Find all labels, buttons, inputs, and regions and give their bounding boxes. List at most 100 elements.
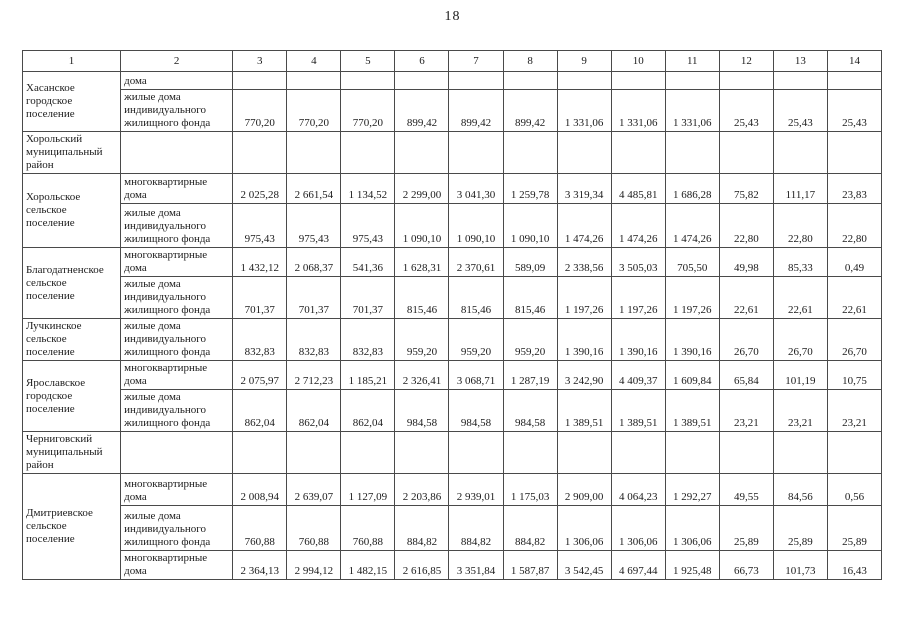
- value-cell: 101,19: [772, 360, 828, 390]
- column-number-cell: 2: [120, 50, 234, 72]
- value-cell: 815,46: [448, 276, 504, 319]
- value-cell: 899,42: [394, 89, 450, 132]
- value-cell: 2 025,28: [232, 173, 288, 204]
- value-cell: 1 628,31: [394, 247, 450, 277]
- value-cell: [340, 431, 396, 474]
- value-cell: 815,46: [394, 276, 450, 319]
- value-cell: [448, 71, 504, 90]
- table-row: Ярославское городское поселение многоквар…: [21, 360, 883, 432]
- table-row: жилые дома индивидуального жилищного фон…: [23, 505, 883, 551]
- value-cell: [448, 131, 504, 174]
- value-cell: [772, 131, 828, 174]
- value-cell: 2 939,01: [448, 473, 504, 506]
- value-cell: [556, 71, 612, 90]
- column-number-cell: 7: [448, 50, 504, 72]
- value-cell: 984,58: [502, 389, 558, 432]
- value-cell: 2 994,12: [286, 550, 342, 580]
- value-cell: 832,83: [232, 318, 288, 361]
- value-cell: 2 008,94: [232, 473, 288, 506]
- value-cell: 1 287,19: [502, 360, 558, 390]
- territory-cell: Благодатненское сельское поселение: [21, 247, 122, 319]
- value-cell: 1 306,06: [556, 505, 612, 551]
- column-number-cell: 6: [394, 50, 450, 72]
- value-cell: 1 259,78: [502, 173, 558, 204]
- value-cell: [232, 431, 288, 474]
- value-cell: 975,43: [340, 203, 396, 248]
- value-cell: 1 185,21: [340, 360, 396, 390]
- value-cell: 1 587,87: [502, 550, 558, 580]
- value-cell: 25,89: [826, 505, 883, 551]
- value-cell: [826, 431, 883, 474]
- table-row: жилые дома индивидуального жилищного фон…: [23, 89, 883, 132]
- value-cell: 2 338,56: [556, 247, 612, 277]
- value-cell: 10,75: [826, 360, 883, 390]
- value-cell: 1 331,06: [556, 89, 612, 132]
- housing-type-cell: многоквартирные дома: [120, 247, 234, 277]
- value-cell: 1 292,27: [664, 473, 720, 506]
- table-row: Хорольское сельское поселение многокварти…: [21, 173, 883, 248]
- value-cell: 832,83: [286, 318, 342, 361]
- territory-cell: Хасанское городское поселение: [21, 71, 122, 132]
- value-cell: 899,42: [502, 89, 558, 132]
- table-row: Черниговский муниципальный район: [21, 431, 883, 474]
- value-cell: 541,36: [340, 247, 396, 277]
- value-cell: 959,20: [394, 318, 450, 361]
- value-cell: 2 909,00: [556, 473, 612, 506]
- value-cell: 760,88: [232, 505, 288, 551]
- value-cell: 1 925,48: [664, 550, 720, 580]
- housing-type-cell: дома: [120, 71, 234, 90]
- value-cell: 66,73: [718, 550, 774, 580]
- value-cell: [610, 431, 666, 474]
- table-row: Хасанское городское поселение дома: [21, 71, 883, 132]
- value-cell: 770,20: [286, 89, 342, 132]
- column-number-cell: 5: [340, 50, 396, 72]
- value-cell: 0,49: [826, 247, 883, 277]
- table-header-row: 1 2 3 4 5 6 7 8 9 10 11 12 13 14: [21, 50, 883, 72]
- value-cell: 1 134,52: [340, 173, 396, 204]
- value-cell: 701,37: [340, 276, 396, 319]
- housing-type-cell: многоквартирные дома: [120, 473, 234, 506]
- value-cell: [664, 431, 720, 474]
- value-cell: 23,21: [826, 389, 883, 432]
- value-cell: 25,89: [718, 505, 774, 551]
- value-cell: 1 389,51: [664, 389, 720, 432]
- territory-cell: Дмитриевское сельское поселение: [21, 473, 122, 580]
- table-row: Благодатненское сельское поселение многок…: [21, 247, 883, 319]
- value-cell: [448, 431, 504, 474]
- value-cell: 899,42: [448, 89, 504, 132]
- value-cell: 984,58: [394, 389, 450, 432]
- value-cell: 2 370,61: [448, 247, 504, 277]
- value-cell: 4 485,81: [610, 173, 666, 204]
- value-cell: 705,50: [664, 247, 720, 277]
- value-cell: 85,33: [772, 247, 828, 277]
- value-cell: [826, 131, 883, 174]
- value-cell: 2 299,00: [394, 173, 450, 204]
- value-cell: [556, 431, 612, 474]
- value-cell: 1 390,16: [556, 318, 612, 361]
- value-cell: 959,20: [448, 318, 504, 361]
- table-row: жилые дома индивидуального жилищного фон…: [23, 203, 883, 248]
- value-cell: [610, 71, 666, 90]
- value-cell: 25,43: [826, 89, 883, 132]
- value-cell: 3 351,84: [448, 550, 504, 580]
- column-number-cell: 11: [664, 50, 720, 72]
- value-cell: 22,80: [718, 203, 774, 248]
- value-cell: [394, 131, 450, 174]
- value-cell: 49,98: [718, 247, 774, 277]
- territory-cell: Ярославское городское поселение: [21, 360, 122, 432]
- value-cell: 701,37: [286, 276, 342, 319]
- value-cell: 884,82: [394, 505, 450, 551]
- value-cell: 2 661,54: [286, 173, 342, 204]
- value-cell: 862,04: [286, 389, 342, 432]
- value-cell: 1 432,12: [232, 247, 288, 277]
- value-cell: 760,88: [286, 505, 342, 551]
- value-cell: 770,20: [340, 89, 396, 132]
- value-cell: [340, 131, 396, 174]
- value-cell: [232, 131, 288, 174]
- value-cell: 101,73: [772, 550, 828, 580]
- value-cell: 1 306,06: [610, 505, 666, 551]
- value-cell: 1 474,26: [664, 203, 720, 248]
- value-cell: 4 409,37: [610, 360, 666, 390]
- territory-cell: Хорольский муниципальный район: [21, 131, 122, 174]
- value-cell: 4 064,23: [610, 473, 666, 506]
